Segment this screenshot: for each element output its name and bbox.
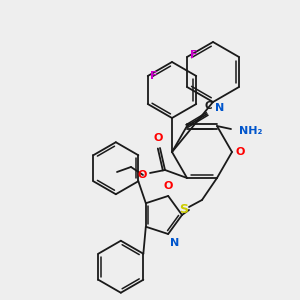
Text: S: S: [179, 203, 188, 217]
Text: O: O: [153, 133, 163, 143]
Text: NH₂: NH₂: [239, 126, 262, 136]
Text: C: C: [204, 101, 212, 111]
Text: N: N: [215, 103, 224, 113]
Text: F: F: [150, 71, 157, 81]
Text: O: O: [164, 181, 173, 191]
Text: O: O: [138, 170, 147, 180]
Text: N: N: [170, 238, 179, 248]
Text: F: F: [190, 50, 197, 60]
Text: O: O: [236, 147, 245, 157]
